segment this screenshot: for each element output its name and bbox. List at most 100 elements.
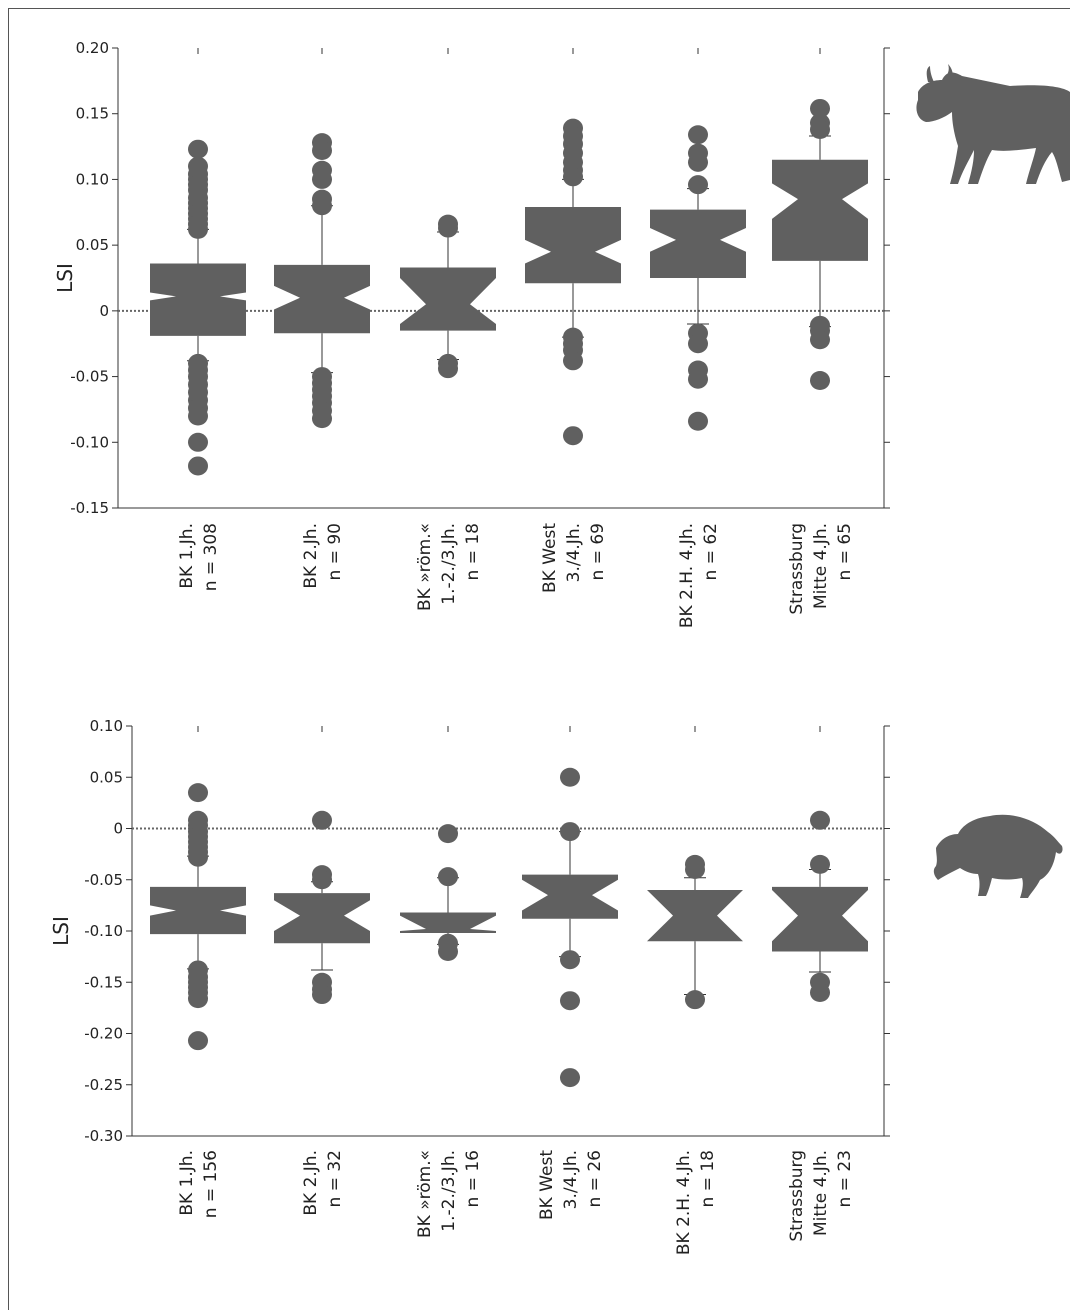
x-category-label: Mitte 4.Jh.: [811, 1150, 831, 1236]
outlier-point: [685, 860, 705, 879]
notched-box: [525, 207, 621, 283]
outlier-point: [188, 783, 208, 802]
x-category-label: n = 156: [201, 1150, 221, 1218]
outlier-point: [563, 426, 583, 445]
outlier-point: [438, 867, 458, 886]
outlier-point: [688, 125, 708, 144]
page-frame: [9, 9, 1070, 1311]
y-tick-label: 0: [113, 820, 123, 838]
x-category-label: n = 32: [325, 1150, 345, 1207]
notched-box: [647, 890, 743, 941]
y-tick-label: 0.20: [76, 39, 109, 57]
y-axis-label: LSI: [53, 263, 77, 293]
notched-box: [150, 887, 246, 934]
x-category-label: BK »röm.«: [415, 1150, 435, 1238]
outlier-point: [188, 989, 208, 1008]
outlier-point: [312, 985, 332, 1004]
outlier-point: [810, 120, 830, 139]
notched-box: [400, 913, 496, 934]
outlier-point: [188, 848, 208, 867]
outlier-point: [188, 1031, 208, 1050]
notched-box: [150, 264, 246, 336]
x-category-label: BK 2.Jh.: [301, 523, 321, 589]
outlier-point: [810, 330, 830, 349]
chart-panel-2: 0.100.050-0.05-0.10-0.15-0.20-0.25-0.30L…: [49, 717, 890, 1255]
outlier-point: [810, 371, 830, 390]
x-category-label: n = 16: [463, 1150, 483, 1207]
notched-box: [400, 267, 496, 330]
y-tick-label: -0.15: [70, 499, 109, 517]
x-category-label: n = 18: [463, 523, 483, 580]
x-category-label: BK 2.H. 4.Jh.: [674, 1150, 694, 1255]
outlier-point: [563, 351, 583, 370]
outlier-point: [188, 407, 208, 426]
x-category-label: n = 65: [835, 523, 855, 580]
x-category-label: n = 90: [325, 523, 345, 580]
x-category-label: Mitte 4.Jh.: [811, 523, 831, 609]
x-category-label: Strassburg: [787, 1150, 807, 1242]
x-category-label: BK 2.Jh.: [301, 1150, 321, 1216]
cow-icon: [916, 64, 1070, 184]
box-group: BK 2.Jh.n = 90: [274, 133, 370, 589]
x-category-label: BK 1.Jh.: [177, 1150, 197, 1216]
outlier-point: [312, 141, 332, 160]
box-group: BK 2.H. 4.Jh.n = 18: [647, 855, 743, 1255]
x-category-label: BK »röm.«: [415, 523, 435, 611]
outlier-point: [312, 196, 332, 215]
y-tick-label: 0.05: [76, 236, 109, 254]
outlier-point: [688, 175, 708, 194]
x-category-label: n = 26: [585, 1150, 605, 1207]
outlier-point: [688, 370, 708, 389]
x-category-label: 3./4.Jh.: [564, 523, 584, 582]
notched-box: [772, 160, 868, 261]
outlier-point: [188, 456, 208, 475]
y-tick-label: -0.05: [70, 368, 109, 386]
x-category-label: n = 18: [698, 1150, 718, 1207]
outlier-point: [438, 824, 458, 843]
x-category-label: BK 1.Jh.: [177, 523, 197, 589]
box-group: BK 2.Jh.n = 32: [274, 811, 370, 1216]
y-tick-label: 0.05: [90, 768, 123, 786]
notched-box: [274, 893, 370, 943]
x-category-label: BK 2.H. 4.Jh.: [677, 523, 697, 628]
outlier-point: [688, 153, 708, 172]
y-tick-label: -0.05: [84, 871, 123, 889]
y-tick-label: -0.30: [84, 1127, 123, 1145]
notched-box: [772, 887, 868, 952]
y-tick-label: -0.15: [84, 973, 123, 991]
y-tick-label: 0: [99, 302, 109, 320]
y-tick-label: -0.20: [84, 1025, 123, 1043]
y-tick-label: -0.25: [84, 1076, 123, 1094]
x-category-label: n = 69: [588, 523, 608, 580]
outlier-point: [560, 991, 580, 1010]
outlier-point: [810, 983, 830, 1002]
outlier-point: [312, 811, 332, 830]
pig-icon: [934, 815, 1063, 898]
x-category-label: 1.-2./3.Jh.: [439, 1150, 459, 1232]
y-axis-label: LSI: [49, 916, 73, 946]
outlier-point: [188, 140, 208, 159]
outlier-point: [688, 412, 708, 431]
outlier-point: [810, 811, 830, 830]
x-category-label: BK West: [537, 1150, 557, 1220]
y-tick-label: 0.10: [90, 717, 123, 735]
outlier-point: [688, 334, 708, 353]
x-category-label: BK West: [540, 523, 560, 593]
notched-box: [650, 210, 746, 278]
x-category-label: n = 23: [835, 1150, 855, 1207]
outlier-point: [438, 942, 458, 961]
y-tick-label: -0.10: [70, 433, 109, 451]
x-category-label: n = 308: [201, 523, 221, 591]
outlier-point: [438, 359, 458, 378]
outlier-point: [560, 768, 580, 787]
outlier-point: [563, 167, 583, 186]
x-category-label: n = 62: [701, 523, 721, 580]
outlier-point: [312, 170, 332, 189]
